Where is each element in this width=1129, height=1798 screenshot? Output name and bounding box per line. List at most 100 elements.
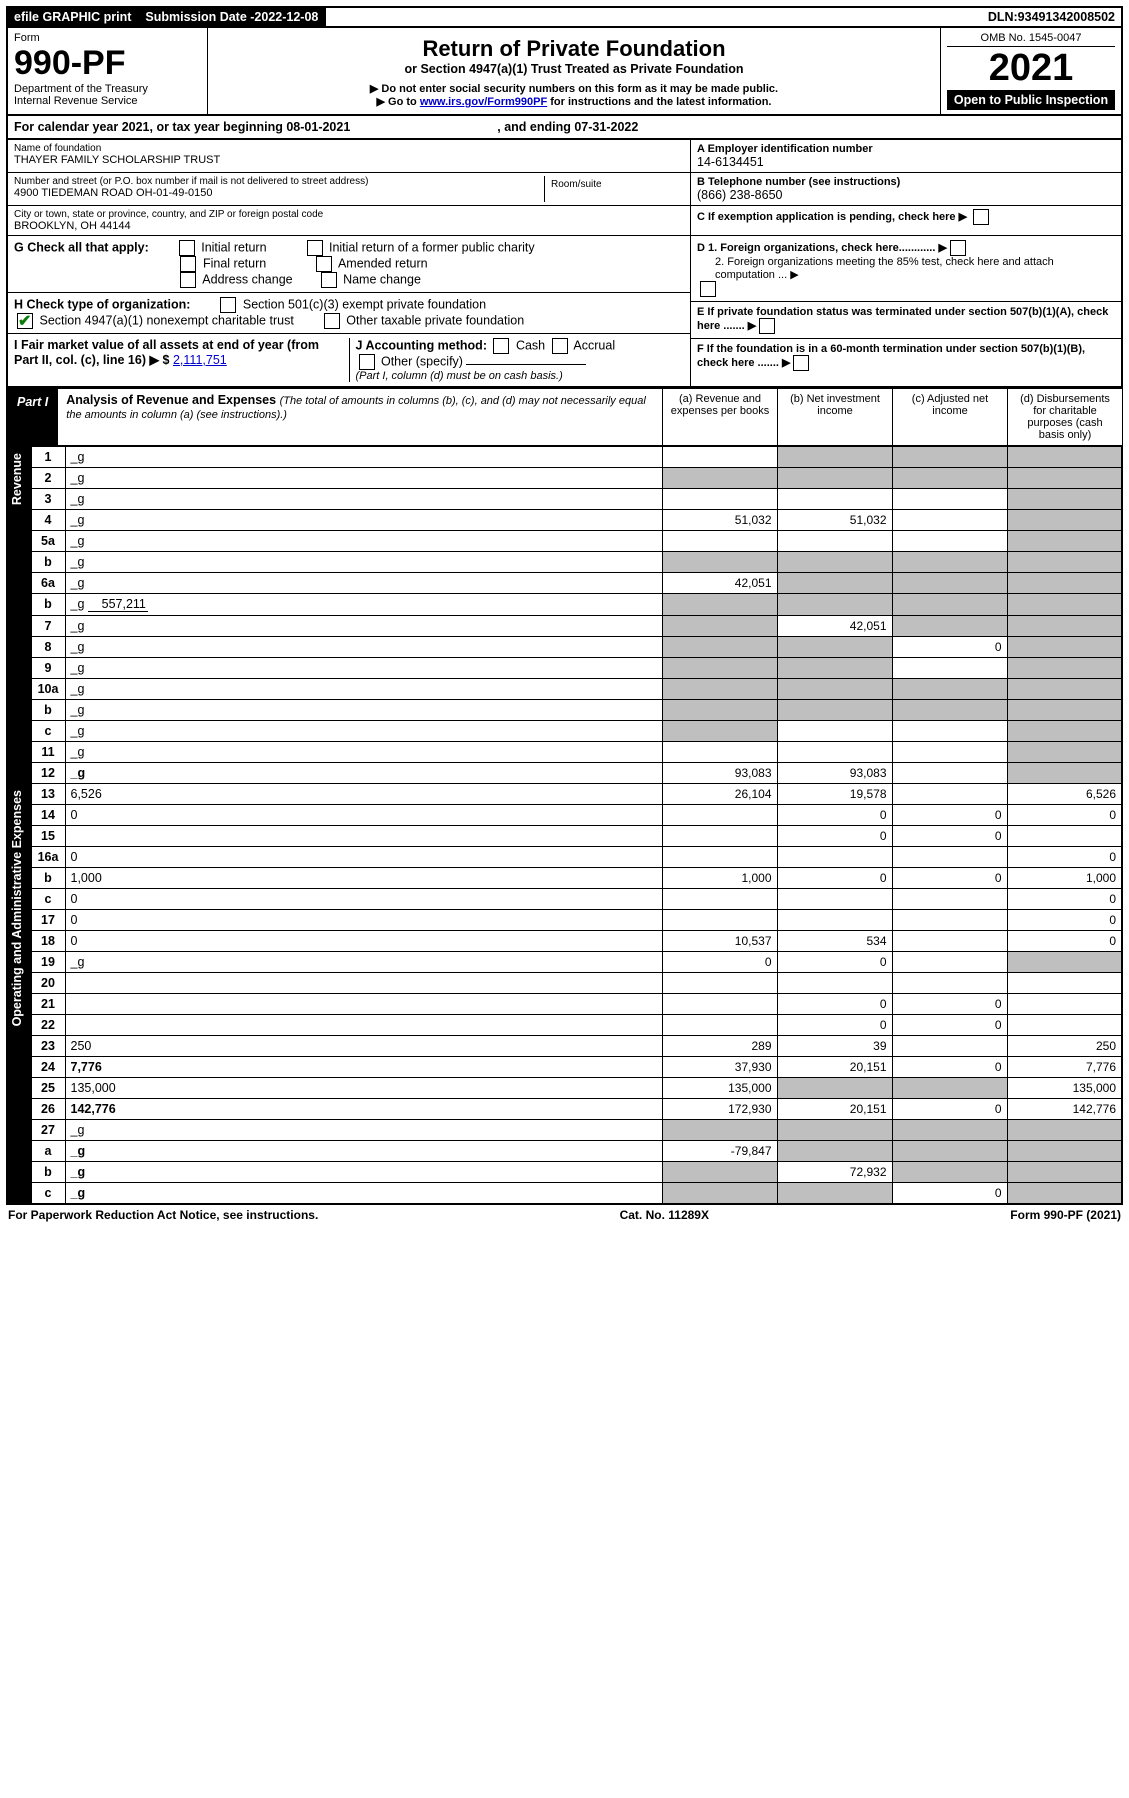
cell-b: 0 [777, 994, 892, 1015]
cell-b [777, 679, 892, 700]
cell-d [1007, 1141, 1122, 1162]
row-number: 1 [31, 447, 65, 468]
cell-c: 0 [892, 1183, 1007, 1205]
dln-value: 93491342008502 [1018, 10, 1115, 24]
cell-d [1007, 742, 1122, 763]
cell-b: 534 [777, 931, 892, 952]
table-row: 247,77637,93020,15107,776 [7, 1057, 1122, 1078]
cell-d [1007, 510, 1122, 531]
row-desc: 0 [65, 931, 662, 952]
row-number: 20 [31, 973, 65, 994]
table-row: 18010,5375340 [7, 931, 1122, 952]
row-number: 27 [31, 1120, 65, 1141]
cell-b [777, 468, 892, 489]
table-row: c_g0 [7, 1183, 1122, 1205]
cell-b: 93,083 [777, 763, 892, 784]
cell-d: 6,526 [1007, 784, 1122, 805]
f-checkbox[interactable] [793, 355, 809, 371]
row-desc: 0 [65, 805, 662, 826]
j-label: J Accounting method: [356, 338, 487, 352]
cell-a: 26,104 [662, 784, 777, 805]
cell-b: 0 [777, 868, 892, 889]
row-desc: _g [65, 658, 662, 679]
cell-b [777, 531, 892, 552]
d1-checkbox[interactable] [950, 240, 966, 256]
cell-d [1007, 616, 1122, 637]
row-desc: _g [65, 447, 662, 468]
row-number: 26 [31, 1099, 65, 1120]
table-row: 140000 [7, 805, 1122, 826]
entity-section: Name of foundation THAYER FAMILY SCHOLAR… [6, 139, 1123, 236]
h-other-taxable[interactable] [324, 313, 340, 329]
row-number: 7 [31, 616, 65, 637]
j-cash-label: Cash [516, 338, 545, 352]
cell-d: 0 [1007, 847, 1122, 868]
table-row: 1500 [7, 826, 1122, 847]
cell-a [662, 994, 777, 1015]
table-row: 25135,000135,000135,000 [7, 1078, 1122, 1099]
g-opt-5: Name change [343, 272, 421, 286]
cell-b: 51,032 [777, 510, 892, 531]
cell-d [1007, 594, 1122, 616]
foundation-name: THAYER FAMILY SCHOLARSHIP TRUST [14, 154, 684, 166]
row-number: 22 [31, 1015, 65, 1036]
cell-d [1007, 637, 1122, 658]
row-number: b [31, 594, 65, 616]
row-desc: _g [65, 1183, 662, 1205]
h-4947[interactable] [17, 313, 33, 329]
cell-d [1007, 531, 1122, 552]
g-amended[interactable] [316, 256, 332, 272]
row-number: 6a [31, 573, 65, 594]
table-row: b_g [7, 552, 1122, 573]
table-row: 1700 [7, 910, 1122, 931]
row-desc: _g 557,211 [65, 594, 662, 616]
cell-c [892, 1162, 1007, 1183]
g-initial-return[interactable] [179, 240, 195, 256]
table-row: 27_g [7, 1120, 1122, 1141]
cell-a [662, 742, 777, 763]
table-row: c00 [7, 889, 1122, 910]
table-row: 2325028939250 [7, 1036, 1122, 1057]
table-row: a_g-79,847 [7, 1141, 1122, 1162]
cell-c: 0 [892, 805, 1007, 826]
section-d: D 1. Foreign organizations, check here..… [691, 236, 1121, 302]
e-checkbox[interactable] [759, 318, 775, 334]
row-number: 11 [31, 742, 65, 763]
table-row: 2_g [7, 468, 1122, 489]
g-name-change[interactable] [321, 272, 337, 288]
cell-c [892, 742, 1007, 763]
row-desc: _g [65, 510, 662, 531]
cell-d: 0 [1007, 910, 1122, 931]
col-c-hdr: (c) Adjusted net income [892, 389, 1007, 445]
cell-b [777, 1120, 892, 1141]
cell-b [777, 447, 892, 468]
g-final[interactable] [180, 256, 196, 272]
col-d-hdr: (d) Disbursements for charitable purpose… [1007, 389, 1122, 445]
cell-d [1007, 994, 1122, 1015]
cell-d [1007, 1183, 1122, 1205]
irs-link[interactable]: www.irs.gov/Form990PF [420, 96, 547, 108]
h-501c3[interactable] [220, 297, 236, 313]
table-row: 3_g [7, 489, 1122, 510]
g-initial-former[interactable] [307, 240, 323, 256]
cell-a [662, 847, 777, 868]
j-cash[interactable] [493, 338, 509, 354]
d2-checkbox[interactable] [700, 281, 716, 297]
cell-d: 135,000 [1007, 1078, 1122, 1099]
c-checkbox[interactable] [973, 209, 989, 225]
fmv-link[interactable]: 2,111,751 [173, 353, 227, 367]
cell-b [777, 594, 892, 616]
cell-d [1007, 700, 1122, 721]
note2-post: for instructions and the latest informat… [550, 96, 771, 108]
part-1-label: Part I [7, 389, 58, 445]
row-number: 8 [31, 637, 65, 658]
table-row: 19_g00 [7, 952, 1122, 973]
g-address-change[interactable] [180, 272, 196, 288]
j-accrual[interactable] [552, 338, 568, 354]
col-a-hdr: (a) Revenue and expenses per books [662, 389, 777, 445]
j-other[interactable] [359, 354, 375, 370]
cell-a: 51,032 [662, 510, 777, 531]
section-f: F If the foundation is in a 60-month ter… [691, 339, 1121, 375]
cell-d: 0 [1007, 805, 1122, 826]
efile-button[interactable]: efile GRAPHIC print [8, 8, 139, 26]
